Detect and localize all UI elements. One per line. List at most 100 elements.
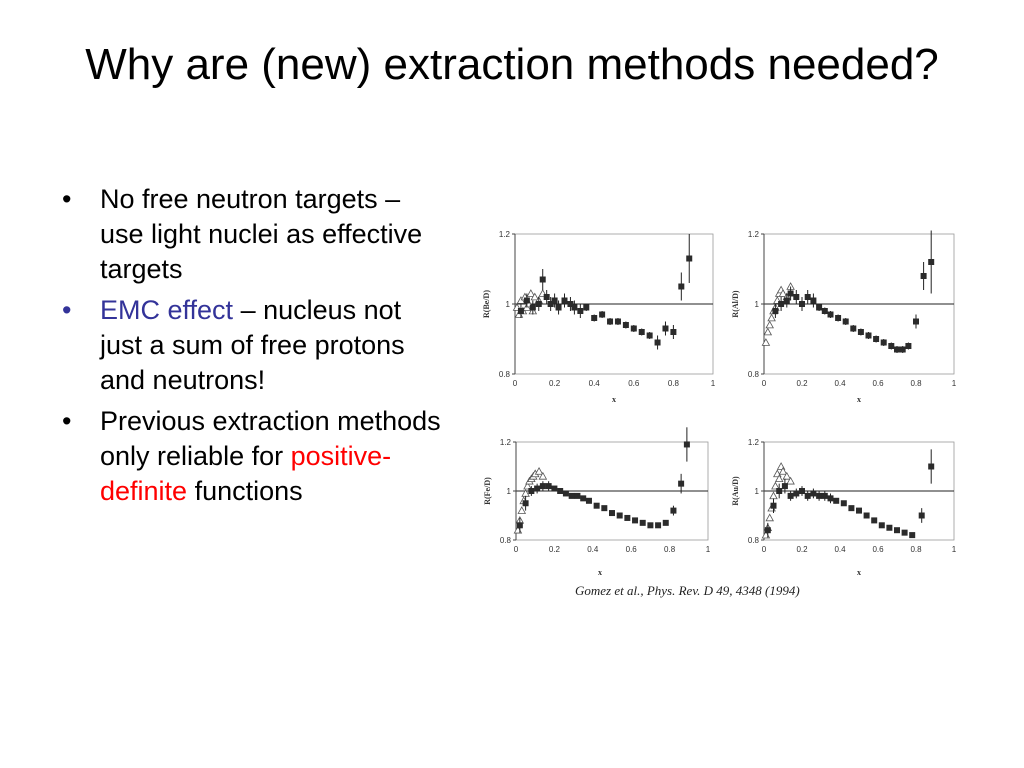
square-point — [543, 294, 550, 300]
square-point — [654, 339, 661, 346]
square-point — [918, 512, 925, 519]
triangle-point — [761, 338, 771, 346]
square-point — [670, 329, 677, 335]
square-point — [609, 510, 615, 517]
square-point — [638, 329, 645, 335]
square-point — [848, 505, 855, 512]
square-point — [787, 290, 794, 297]
x-tick-label: 1 — [706, 545, 711, 554]
emc-ratio-figure: 0.8 1 1.2 0 0.2 0.4 0.6 0.8 1 x R(Be/D) 0.8 1 1.2 0 0.2… — [482, 230, 957, 577]
figure-caption: Gomez et al., Phys. Rev. D 49, 4348 (199… — [575, 583, 800, 598]
square-point — [770, 502, 777, 509]
x-tick-label: 0.2 — [549, 545, 561, 554]
triangle-point — [530, 292, 540, 301]
chart-panel-3: 0.8 1 1.2 0 0.2 0.4 0.6 0.8 1 x R(Fe/D) — [483, 427, 711, 577]
square-point — [616, 512, 623, 519]
square-point — [793, 490, 800, 497]
square-point — [804, 492, 811, 499]
square-point — [630, 325, 637, 332]
triangle-point — [778, 466, 788, 475]
bullet-icon: • — [62, 184, 72, 214]
square-point — [804, 294, 811, 300]
y-axis-label: R(Al/D) — [731, 290, 740, 317]
x-tick-label: 0 — [762, 545, 767, 554]
triangle-point — [765, 320, 774, 329]
square-point — [799, 488, 805, 494]
square-point — [793, 294, 800, 300]
square-point — [678, 283, 685, 290]
bullet-item: • Previous extraction methods only relia… — [62, 404, 442, 509]
square-point — [622, 322, 629, 328]
square-point — [547, 301, 554, 307]
square-point — [577, 308, 584, 314]
x-tick-label: 0.2 — [796, 379, 808, 388]
triangle-point — [523, 481, 532, 490]
square-point — [662, 519, 669, 526]
square-point — [871, 517, 878, 524]
x-tick-label: 1 — [952, 545, 957, 554]
triangle-point — [517, 506, 527, 514]
square-point — [778, 301, 785, 307]
square-point — [571, 304, 578, 311]
square-point — [783, 297, 790, 304]
square-point — [529, 304, 536, 311]
y-tick-label: 1.2 — [499, 230, 511, 239]
y-tick-label: 0.8 — [748, 536, 760, 545]
square-point — [599, 311, 606, 318]
bullet-text: Previous extraction methods only reliabl… — [100, 406, 441, 471]
y-tick-label: 1 — [506, 300, 511, 309]
x-tick-label: 0.4 — [834, 379, 846, 388]
x-tick-label: 0.6 — [872, 379, 884, 388]
square-point — [873, 336, 880, 342]
square-point — [647, 522, 654, 529]
square-point — [920, 273, 927, 279]
x-tick-label: 0.6 — [872, 545, 884, 554]
square-point — [583, 304, 590, 311]
bullet-icon: • — [62, 406, 72, 436]
square-point — [539, 483, 546, 490]
triangle-point — [771, 481, 780, 490]
bullet-text-end: functions — [187, 476, 303, 506]
bullet-item: • EMC effect – nucleus not just a sum of… — [62, 293, 442, 398]
square-point — [928, 463, 935, 470]
square-point — [523, 297, 530, 304]
x-axis-label: x — [857, 395, 861, 404]
y-tick-label: 1.2 — [748, 438, 760, 447]
square-point — [522, 500, 529, 507]
square-point — [555, 304, 562, 311]
triangle-point — [782, 471, 792, 480]
square-point — [683, 441, 690, 448]
square-point — [913, 318, 919, 325]
square-point — [901, 529, 908, 536]
square-point — [593, 502, 600, 509]
square-point — [580, 495, 587, 502]
square-point — [787, 492, 794, 499]
square-point — [585, 497, 592, 504]
x-tick-label: 0 — [762, 379, 767, 388]
square-point — [816, 304, 823, 311]
x-tick-label: 1 — [952, 379, 957, 388]
bullet-text: – nucleus not just a sum of free protons… — [100, 295, 405, 395]
chart-panel-4: 0.8 1 1.2 0 0.2 0.4 0.6 0.8 1 x R(Au/D) — [731, 438, 957, 577]
square-point — [888, 343, 895, 349]
square-point — [909, 532, 916, 539]
x-tick-label: 0.8 — [910, 379, 922, 388]
square-point — [827, 311, 834, 318]
triangle-point — [767, 313, 776, 322]
x-axis-label: x — [598, 568, 602, 577]
square-point — [662, 325, 669, 332]
x-tick-label: 0.8 — [664, 545, 676, 554]
square-point — [850, 325, 857, 332]
triangle-point — [763, 327, 773, 336]
x-tick-label: 0 — [513, 379, 518, 388]
square-point — [562, 490, 569, 497]
square-point — [880, 339, 887, 346]
x-tick-label: 0.4 — [834, 545, 846, 554]
x-tick-label: 0.8 — [668, 379, 680, 388]
square-point — [557, 488, 564, 494]
square-point — [528, 488, 535, 494]
square-point — [857, 329, 864, 335]
square-point — [561, 297, 568, 304]
square-point — [863, 512, 870, 519]
x-tick-label: 0 — [514, 545, 519, 554]
